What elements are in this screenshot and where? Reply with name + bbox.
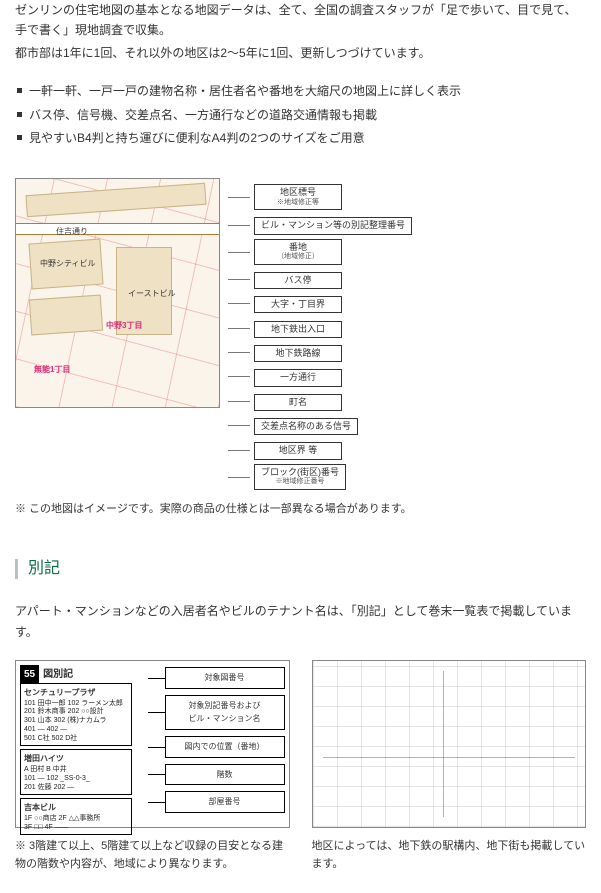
legend-item: 地区界 等: [228, 439, 412, 459]
map-sample-block: 住吉通り 中野シティビル イーストビル 中野3丁目 無能1丁目 地区標号※地域修…: [15, 178, 586, 518]
betsuki-page-num: 55: [20, 665, 39, 684]
map-legend: 地区標号※地域修正等 ビル・マンション等の別記整理番号 番地（地域修正） バス停…: [228, 178, 412, 490]
intro-paragraph-1: ゼンリンの住宅地図の基本となる地図データは、全て、全国の調査スタッフが「足で歩い…: [15, 0, 586, 41]
betsuki-tag: 階数: [165, 764, 285, 786]
legend-item: 地下鉄出入口: [228, 318, 412, 338]
legend-item: 大字・丁目界: [228, 293, 412, 313]
betsuki-left-image: 55 図別記 センチュリープラザ 101 田中一郎 102 ラーメン太郎 201…: [15, 660, 290, 828]
betsuki-building: 増田ハイツ A 田村 B 中井 101 — 102 _SS-0-3_ 201 佐…: [20, 749, 132, 795]
legend-item: ビル・マンション等の別記整理番号: [228, 214, 412, 234]
legend-item: 番地（地域修正）: [228, 239, 412, 265]
section-heading-betsuki: 別記: [15, 559, 586, 580]
intro-paragraph-2: 都市部は1年に1回、それ以外の地区は2～5年に1回、更新しつづけています。: [15, 43, 586, 63]
betsuki-right-image: [312, 660, 587, 828]
betsuki-tag: 図内での位置（番地）: [165, 736, 285, 758]
betsuki-tag: 部屋番号: [165, 791, 285, 813]
legend-item: 一方通行: [228, 366, 412, 386]
betsuki-left-col: 55 図別記 センチュリープラザ 101 田中一郎 102 ラーメン太郎 201…: [15, 660, 290, 873]
legend-item: 地区標号※地域修正等: [228, 184, 412, 210]
legend-item: 交差点名称のある信号: [228, 415, 412, 435]
map-road-label: 住吉通り: [56, 225, 88, 239]
legend-item: バス停: [228, 269, 412, 289]
feature-item: 一軒一軒、一戸一戸の建物名称・居住者名や番地を大縮尺の地図上に詳しく表示: [15, 81, 586, 101]
betsuki-row: 55 図別記 センチュリープラザ 101 田中一郎 102 ラーメン太郎 201…: [15, 660, 586, 873]
legend-item: 町名: [228, 391, 412, 411]
betsuki-building: 吉本ビル 1F ○○商店 2F △△事務所 3F □□ 4F ——: [20, 798, 132, 835]
map-area-label: 無能1丁目: [34, 363, 70, 377]
legend-item: 地下鉄路線: [228, 342, 412, 362]
betsuki-tag: 対象図番号: [165, 667, 285, 689]
betsuki-right-col: 地区によっては、地下鉄の駅構内、地下街も掲載しています。: [312, 660, 587, 873]
map-area-label: 中野3丁目: [106, 319, 142, 333]
betsuki-right-caption: 地区によっては、地下鉄の駅構内、地下街も掲載しています。: [312, 838, 587, 873]
betsuki-page-title: 図別記: [43, 666, 73, 683]
intro-block: ゼンリンの住宅地図の基本となる地図データは、全て、全国の調査スタッフが「足で歩い…: [15, 0, 586, 63]
map-note: ※ この地図はイメージです。実際の商品の仕様とは一部異なる場合があります。: [15, 500, 586, 519]
betsuki-left-caption: ※ 3階建て以上、5階建て以上など収録の目安となる建物の階数や内容が、地域により…: [15, 838, 290, 873]
feature-list: 一軒一軒、一戸一戸の建物名称・居住者名や番地を大縮尺の地図上に詳しく表示 バス停…: [15, 81, 586, 148]
feature-item: 見やすいB4判と持ち運びに便利なA4判の2つのサイズをご用意: [15, 128, 586, 148]
map-sample-image: 住吉通り 中野シティビル イーストビル 中野3丁目 無能1丁目: [15, 178, 220, 408]
feature-item: バス停、信号機、交差点名、一方通行などの道路交通情報も掲載: [15, 105, 586, 125]
map-building-label: イーストビル: [128, 287, 176, 301]
legend-item: ブロック(街区)番号※地域修正番号: [228, 464, 412, 490]
map-building-label: 中野シティビル: [40, 257, 96, 271]
betsuki-intro: アパート・マンションなどの入居者名やビルのテナント名は、「別記」として巻末一覧表…: [15, 601, 586, 642]
betsuki-building: センチュリープラザ 101 田中一郎 102 ラーメン太郎 201 鈴木商事 2…: [20, 683, 132, 746]
